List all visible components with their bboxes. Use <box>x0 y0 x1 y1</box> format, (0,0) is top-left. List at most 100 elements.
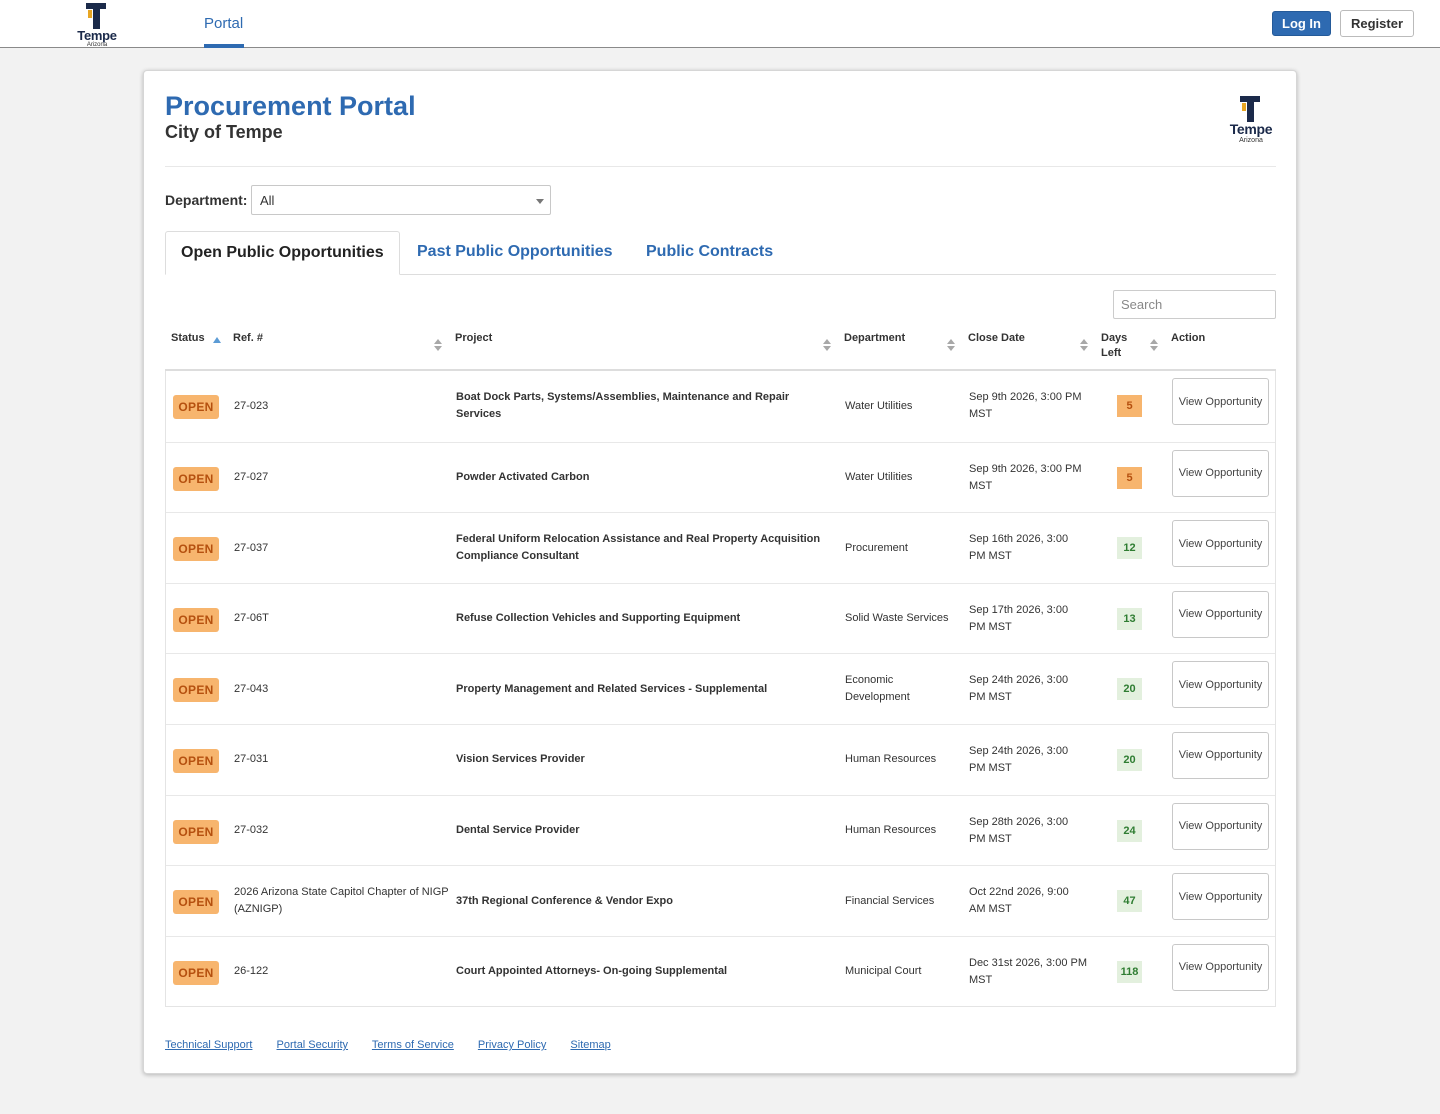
department-select[interactable]: All <box>251 185 551 215</box>
status-badge: OPEN <box>173 678 219 703</box>
days-left-badge: 47 <box>1117 890 1142 913</box>
days-left-badge: 5 <box>1117 395 1142 417</box>
portal-card: Procurement Portal City of Tempe Tempe A… <box>143 70 1297 1074</box>
footer-link-portal-security[interactable]: Portal Security <box>276 1039 349 1051</box>
footer-link-sitemap[interactable]: Sitemap <box>570 1039 611 1051</box>
column-header-label: Department <box>844 332 906 344</box>
column-header-ref[interactable]: Ref. # <box>233 331 263 346</box>
ref-number: 27-06T <box>234 612 269 625</box>
logo-wordmark: Tempe <box>77 28 117 43</box>
sort-icon[interactable] <box>823 339 831 353</box>
close-date: Sep 24th 2026, 3:00 PM MST <box>969 674 1069 704</box>
close-date: Sep 28th 2026, 3:00 PM MST <box>969 815 1069 845</box>
footer-link-privacy-policy[interactable]: Privacy Policy <box>477 1039 547 1051</box>
days-left-badge: 20 <box>1117 678 1142 701</box>
tempe-logo[interactable]: Tempe Arizona <box>70 2 124 48</box>
footer-link-terms-of-service[interactable]: Terms of Service <box>371 1039 454 1051</box>
view-opportunity-button[interactable]: View Opportunity <box>1172 449 1269 497</box>
search-input[interactable] <box>1113 290 1276 319</box>
view-opportunity-button[interactable]: View Opportunity <box>1172 590 1269 638</box>
table-row: OPEN 27-027 Powder Activated Carbon Wate… <box>166 441 1275 513</box>
footer-links: Technical Support Portal Security Terms … <box>165 1039 632 1051</box>
view-opportunity-button[interactable]: View Opportunity <box>1172 378 1269 425</box>
column-header-department[interactable]: Department <box>844 331 905 346</box>
page-title: Procurement Portal <box>165 91 416 121</box>
project-name: 37th Regional Conference & Vendor Expo <box>456 894 673 907</box>
sort-icon[interactable] <box>1150 339 1158 353</box>
department-name: Water Utilities <box>845 399 913 412</box>
department-name: Financial Services <box>845 894 935 907</box>
table-row: OPEN 27-06T Refuse Collection Vehicles a… <box>166 582 1275 654</box>
table-row: OPEN 27-023 Boat Dock Parts, Systems/Ass… <box>166 371 1275 442</box>
view-opportunity-button[interactable]: View Opportunity <box>1172 802 1269 850</box>
status-badge: OPEN <box>173 960 219 985</box>
footer-link-technical-support[interactable]: Technical Support <box>165 1039 253 1051</box>
department-name: Human Resources <box>845 824 937 837</box>
table-row: OPEN 27-043 Property Management and Rela… <box>166 653 1275 724</box>
tab-open-public-opportunities[interactable]: Open Public Opportunities <box>165 231 400 275</box>
status-badge: OPEN <box>173 607 219 632</box>
project-name: Court Appointed Attorneys- On-going Supp… <box>456 965 728 978</box>
tempe-t-logo-icon <box>86 3 106 29</box>
tab-public-contracts[interactable]: Public Contracts <box>646 243 774 260</box>
tempe-t-logo-icon <box>1240 96 1260 122</box>
project-name: Dental Service Provider <box>456 824 580 837</box>
project-name: Federal Uniform Relocation Assistance an… <box>456 533 821 563</box>
column-header-status[interactable]: Status <box>171 331 205 346</box>
department-name: Water Utilities <box>845 471 913 484</box>
sort-asc-icon[interactable] <box>213 337 221 343</box>
project-name: Powder Activated Carbon <box>456 471 590 484</box>
logo-subtext: Arizona <box>1239 137 1263 144</box>
project-name: Vision Services Provider <box>456 753 585 766</box>
days-left-badge: 5 <box>1117 466 1142 489</box>
table-row: OPEN 27-032 Dental Service Provider Huma… <box>166 794 1275 866</box>
card-tempe-logo: Tempe Arizona <box>1224 93 1278 145</box>
login-button[interactable]: Log In <box>1272 11 1331 36</box>
close-date: Sep 16th 2026, 3:00 PM MST <box>969 533 1069 563</box>
column-header-days-left[interactable]: Days Left <box>1101 331 1137 361</box>
ref-number: 26-122 <box>234 965 269 978</box>
department-select-value: All <box>260 193 275 208</box>
ref-number: 27-032 <box>234 824 269 837</box>
ref-number: 27-031 <box>234 753 269 766</box>
top-navbar: Tempe Arizona Portal Log In Register <box>0 0 1440 48</box>
column-header-label: Status <box>171 332 205 344</box>
column-header-label: Action <box>1171 332 1206 344</box>
logo-wordmark: Tempe <box>1229 121 1273 137</box>
sort-icon[interactable] <box>434 339 442 353</box>
header-divider <box>165 166 1276 167</box>
close-date: Sep 24th 2026, 3:00 PM MST <box>969 744 1069 774</box>
close-date: Oct 22nd 2026, 9:00 AM MST <box>969 886 1069 916</box>
department-name: Human Resources <box>845 753 937 766</box>
column-header-action: Action <box>1171 331 1205 346</box>
project-name: Boat Dock Parts, Systems/Assemblies, Mai… <box>456 391 790 420</box>
department-name: Solid Waste Services <box>845 612 949 625</box>
register-button[interactable]: Register <box>1340 10 1414 37</box>
department-name: Procurement <box>845 541 908 554</box>
ref-number: 27-037 <box>234 541 269 554</box>
view-opportunity-button[interactable]: View Opportunity <box>1172 661 1269 709</box>
days-left-badge: 20 <box>1117 748 1142 771</box>
column-header-project[interactable]: Project <box>455 331 492 346</box>
view-opportunity-button[interactable]: View Opportunity <box>1172 520 1269 568</box>
nav-portal-link[interactable]: Portal <box>204 15 244 32</box>
sort-icon[interactable] <box>1080 339 1088 353</box>
close-date: Sep 9th 2026, 3:00 PM MST <box>969 391 1082 420</box>
project-name: Property Management and Related Services… <box>456 682 768 695</box>
view-opportunity-button[interactable]: View Opportunity <box>1172 943 1269 991</box>
view-opportunity-button[interactable]: View Opportunity <box>1172 731 1269 779</box>
table-row: OPEN 2026 Arizona State Capitol Chapter … <box>166 865 1275 936</box>
column-header-label: Project <box>455 332 493 344</box>
department-filter-label: Department: <box>165 192 248 208</box>
table-row: OPEN 26-122 Court Appointed Attorneys- O… <box>166 935 1275 1007</box>
close-date: Sep 17th 2026, 3:00 PM MST <box>969 603 1069 633</box>
tabs-divider <box>165 274 1276 275</box>
view-opportunity-button[interactable]: View Opportunity <box>1172 873 1269 921</box>
opportunities-table: OPEN 27-023 Boat Dock Parts, Systems/Ass… <box>165 371 1276 1008</box>
logo-subtext: Arizona <box>86 42 108 48</box>
status-badge: OPEN <box>173 466 219 491</box>
tab-past-public-opportunities[interactable]: Past Public Opportunities <box>417 243 613 260</box>
column-header-close-date[interactable]: Close Date <box>968 331 1025 346</box>
sort-icon[interactable] <box>947 339 955 353</box>
department-name: Municipal Court <box>845 965 922 978</box>
